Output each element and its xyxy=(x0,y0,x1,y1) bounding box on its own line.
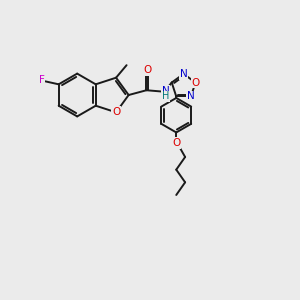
Text: N: N xyxy=(180,69,188,79)
Text: N: N xyxy=(162,86,169,96)
Text: O: O xyxy=(172,138,180,148)
Text: H: H xyxy=(162,92,169,101)
Text: N: N xyxy=(187,92,195,101)
Text: O: O xyxy=(143,65,152,75)
Text: O: O xyxy=(191,77,200,88)
Text: O: O xyxy=(112,107,120,117)
Text: F: F xyxy=(39,75,45,85)
